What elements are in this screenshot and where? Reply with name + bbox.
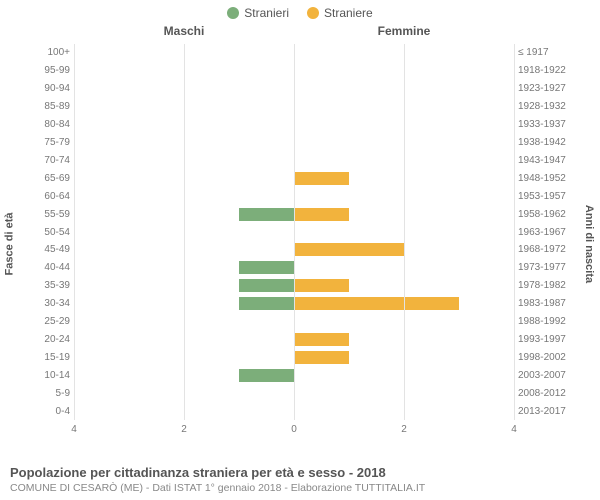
grid-line (404, 44, 405, 420)
y-left-label: 30-34 (20, 295, 74, 313)
y-right-label: 2008-2012 (514, 384, 580, 402)
y-left-label: 65-69 (20, 169, 74, 187)
y-axis-title-right: Anni di nascita (583, 205, 595, 283)
y-right-label: 1998-2002 (514, 348, 580, 366)
bar-female (294, 172, 349, 185)
legend-swatch-male (227, 7, 239, 19)
y-left-label: 80-84 (20, 116, 74, 134)
chart-title: Popolazione per cittadinanza straniera p… (10, 465, 590, 480)
bar-male (239, 208, 294, 221)
bar-male (239, 369, 294, 382)
y-left-label: 55-59 (20, 205, 74, 223)
y-axis-right-labels: ≤ 19171918-19221923-19271928-19321933-19… (514, 44, 580, 420)
bar-female (294, 208, 349, 221)
y-right-label: 1963-1967 (514, 223, 580, 241)
y-axis-left-labels: 100+95-9990-9485-8980-8475-7970-7465-696… (20, 44, 74, 420)
y-left-label: 25-29 (20, 313, 74, 331)
y-right-label: 1973-1977 (514, 259, 580, 277)
x-tick-label: 4 (511, 424, 517, 435)
legend-item-female: Straniere (307, 6, 373, 20)
bar-female (294, 333, 349, 346)
bar-female (294, 243, 404, 256)
y-left-label: 70-74 (20, 151, 74, 169)
y-left-label: 35-39 (20, 277, 74, 295)
x-tick-label: 2 (401, 424, 407, 435)
y-right-label: 1988-1992 (514, 313, 580, 331)
y-right-label: 1958-1962 (514, 205, 580, 223)
y-right-label: 1928-1932 (514, 98, 580, 116)
legend-label-male: Stranieri (244, 6, 289, 20)
y-left-label: 50-54 (20, 223, 74, 241)
y-right-label: 2013-2017 (514, 402, 580, 420)
y-right-label: 1923-1927 (514, 80, 580, 98)
bar-male (239, 297, 294, 310)
footer: Popolazione per cittadinanza straniera p… (10, 465, 590, 494)
y-right-label: ≤ 1917 (514, 44, 580, 62)
y-right-label: 1953-1957 (514, 187, 580, 205)
grid-line (184, 44, 185, 420)
bar-female (294, 297, 459, 310)
y-right-label: 1978-1982 (514, 277, 580, 295)
y-left-label: 100+ (20, 44, 74, 62)
y-left-label: 20-24 (20, 331, 74, 349)
y-right-label: 1983-1987 (514, 295, 580, 313)
bar-female (294, 351, 349, 364)
x-tick-label: 0 (291, 424, 297, 435)
grid-line (294, 44, 295, 420)
y-left-label: 60-64 (20, 187, 74, 205)
y-left-label: 45-49 (20, 241, 74, 259)
y-right-label: 1993-1997 (514, 331, 580, 349)
x-tick-label: 4 (71, 424, 77, 435)
legend-swatch-female (307, 7, 319, 19)
legend-item-male: Stranieri (227, 6, 289, 20)
bar-male (239, 279, 294, 292)
y-right-label: 1943-1947 (514, 151, 580, 169)
y-left-label: 10-14 (20, 366, 74, 384)
y-right-label: 1948-1952 (514, 169, 580, 187)
legend-label-female: Straniere (324, 6, 373, 20)
column-titles: Maschi Femmine (0, 20, 600, 40)
bar-male (239, 261, 294, 274)
plot-area (74, 44, 514, 420)
y-left-label: 5-9 (20, 384, 74, 402)
grid-line (74, 44, 75, 420)
y-left-label: 90-94 (20, 80, 74, 98)
y-right-label: 1968-1972 (514, 241, 580, 259)
chart: Fasce di età 100+95-9990-9485-8980-8475-… (0, 44, 600, 444)
y-left-label: 75-79 (20, 134, 74, 152)
legend: Stranieri Straniere (0, 0, 600, 20)
chart-subtitle: COMUNE DI CESARÒ (ME) - Dati ISTAT 1° ge… (10, 482, 590, 494)
y-right-label: 1933-1937 (514, 116, 580, 134)
y-right-label: 1938-1942 (514, 134, 580, 152)
y-left-label: 0-4 (20, 402, 74, 420)
column-title-left: Maschi (164, 24, 205, 38)
y-left-label: 85-89 (20, 98, 74, 116)
y-left-label: 95-99 (20, 62, 74, 80)
y-left-label: 15-19 (20, 348, 74, 366)
y-right-label: 1918-1922 (514, 62, 580, 80)
y-axis-title-left: Fasce di età (4, 213, 16, 276)
x-tick-label: 2 (181, 424, 187, 435)
column-title-right: Femmine (378, 24, 431, 38)
x-axis: 4 2 0 2 4 (74, 420, 514, 444)
y-right-label: 2003-2007 (514, 366, 580, 384)
y-left-label: 40-44 (20, 259, 74, 277)
bar-female (294, 279, 349, 292)
